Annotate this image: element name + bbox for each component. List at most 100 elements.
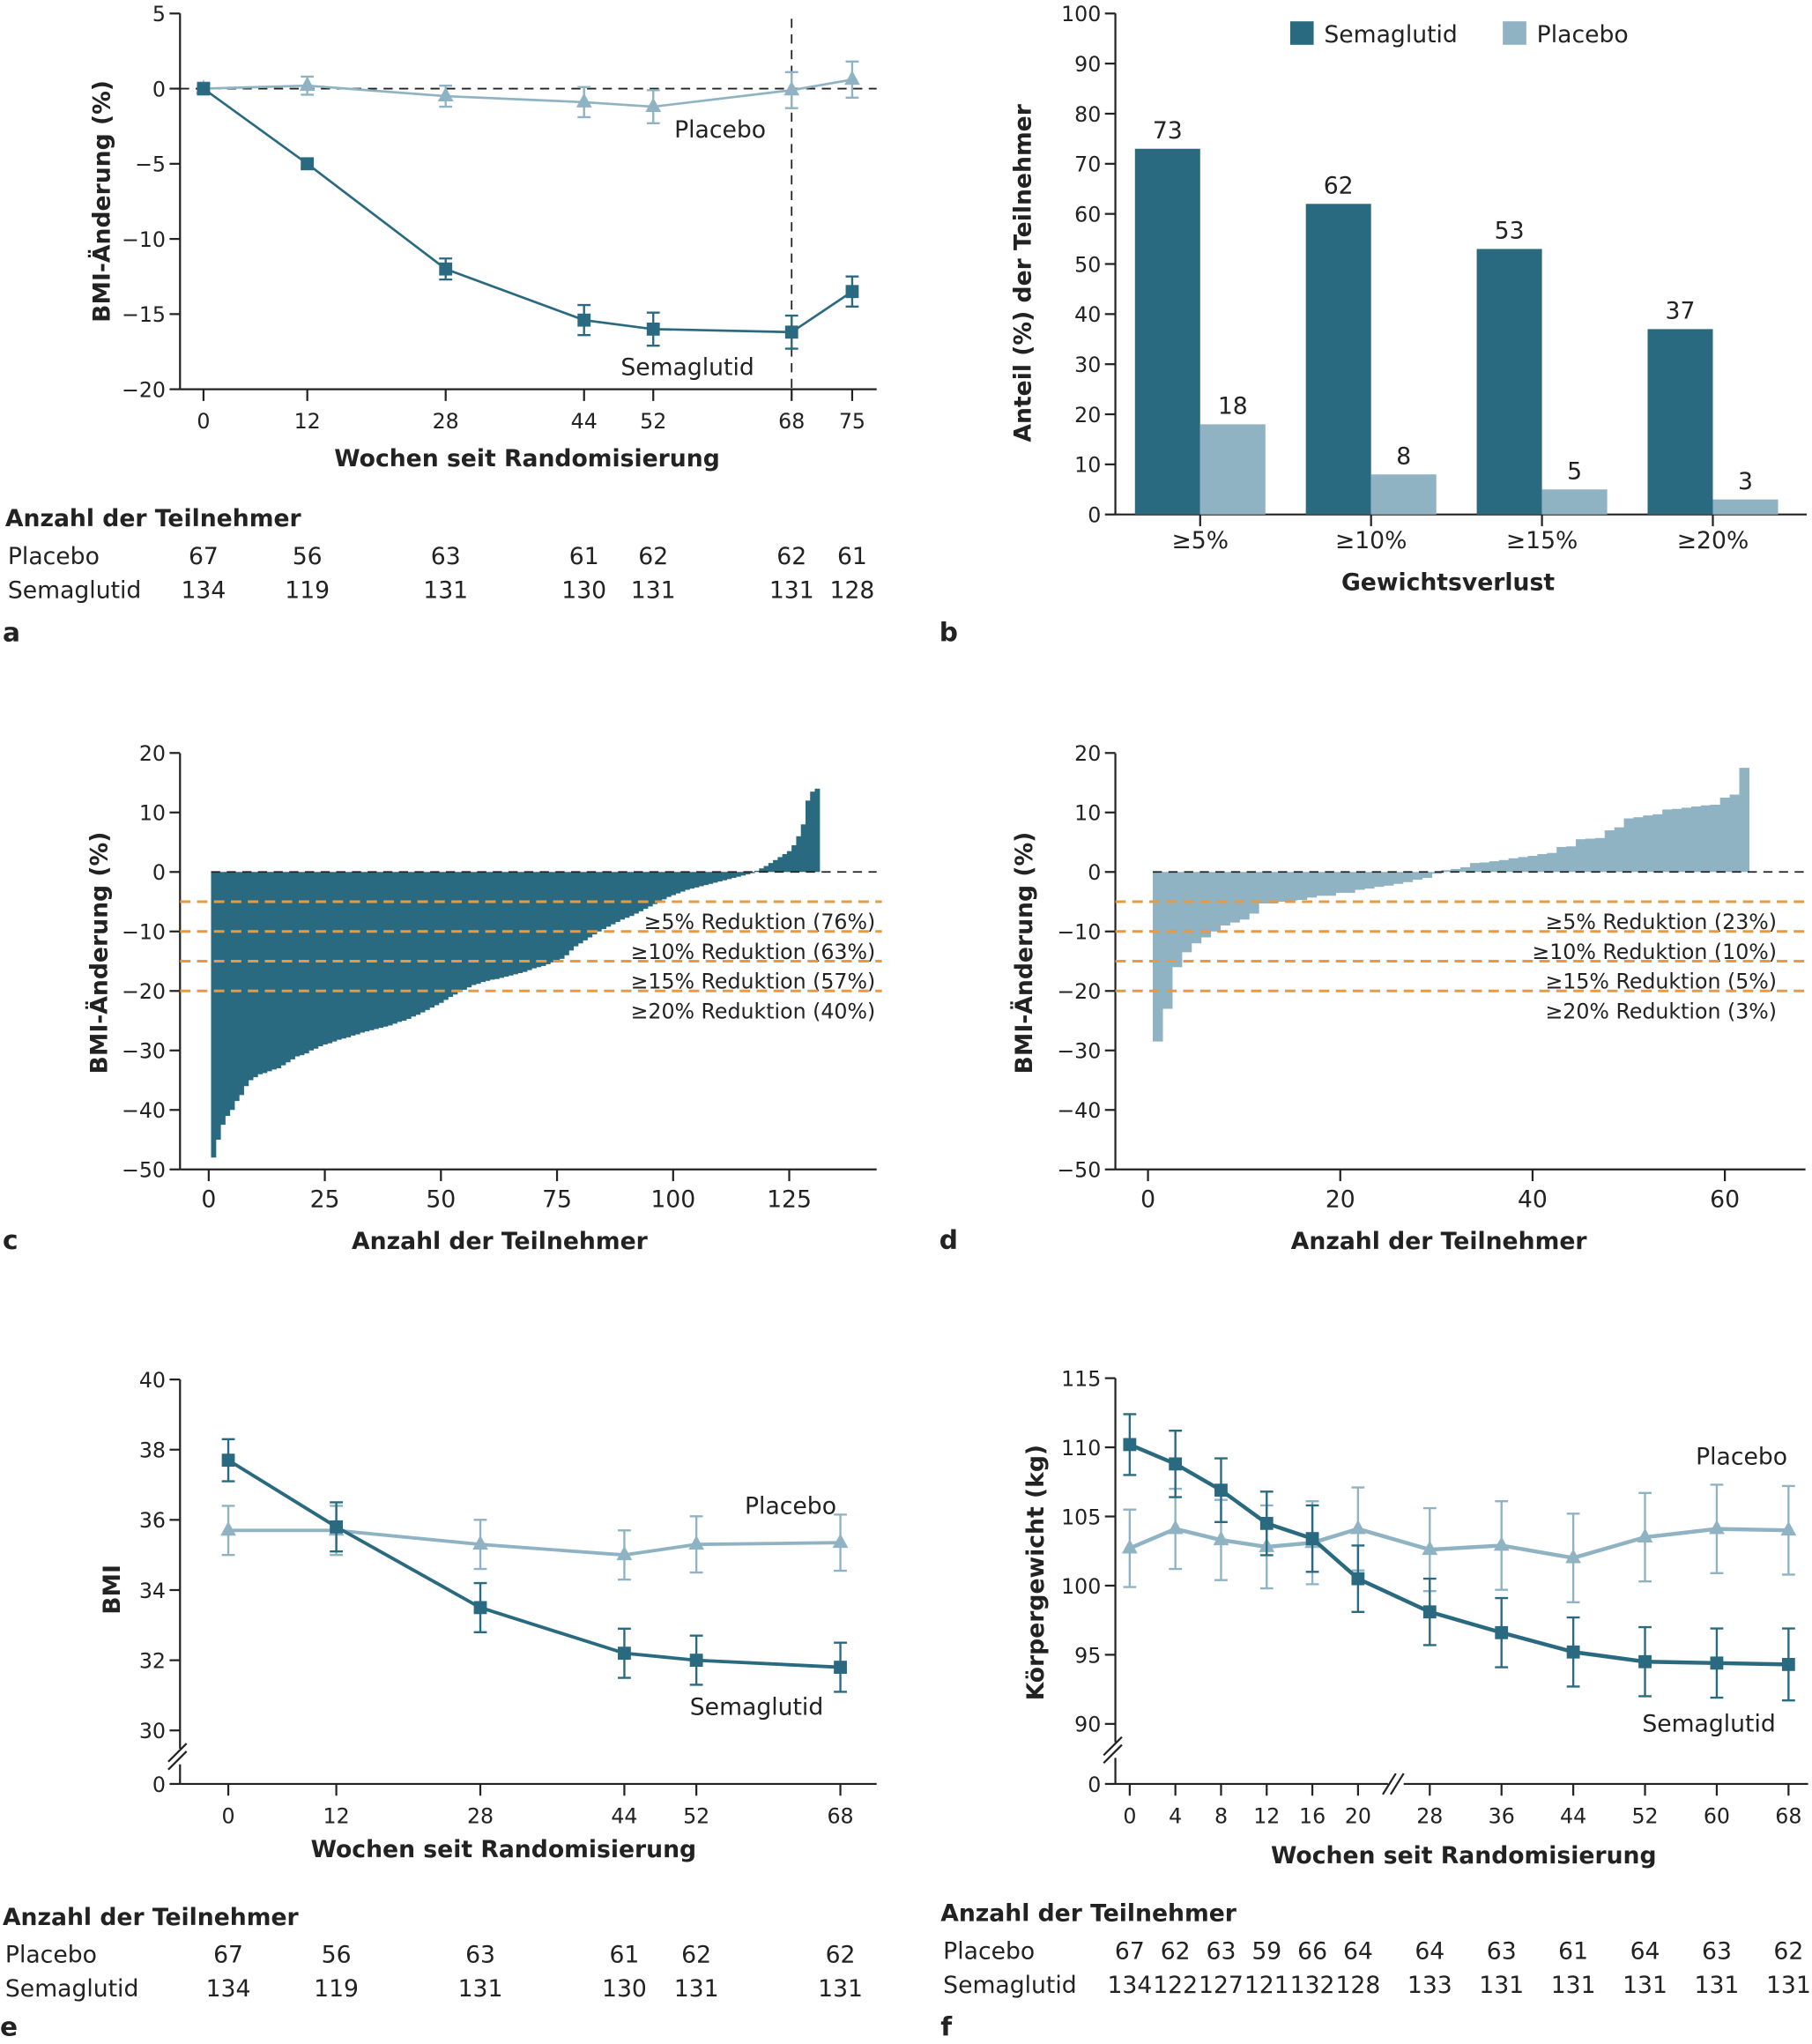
participants-count: 64 (1343, 1937, 1373, 1965)
participant-bar (429, 872, 434, 1008)
participant-bar (754, 870, 760, 873)
participants-count: 64 (1415, 1937, 1444, 1965)
participants-row-label: Placebo (5, 1942, 97, 1969)
participant-bar (1662, 809, 1673, 873)
participant-bar (354, 872, 360, 1035)
participant-bar (503, 872, 509, 977)
participant-bar (1537, 854, 1548, 873)
participant-bar (722, 872, 727, 881)
panel-letter-a: a (3, 617, 20, 647)
y-tick-label: 100 (1061, 2, 1101, 26)
participant-bar (1594, 837, 1606, 873)
participant-bar (717, 872, 723, 882)
participant-bar (1153, 872, 1163, 1042)
y-tick-label: −40 (122, 1098, 166, 1123)
bar-value-label: 3 (1738, 468, 1753, 495)
participant-bar (1460, 866, 1471, 873)
y-tick-label: 100 (1061, 1574, 1101, 1599)
x-tick-label: 44 (1560, 1803, 1586, 1828)
participants-count: 131 (1623, 1972, 1667, 1999)
participant-bar (731, 872, 737, 879)
x-tick-label: 25 (310, 1186, 340, 1214)
participant-bar (768, 863, 774, 873)
participants-count: 133 (1407, 1972, 1452, 1999)
data-point-triangle (472, 1535, 488, 1550)
participant-bar (665, 872, 672, 897)
participants-title: Anzahl der Teilnehmer (3, 1904, 300, 1931)
bar-value-label: 8 (1396, 442, 1411, 470)
participants-count: 132 (1290, 1972, 1335, 1999)
participant-bar (405, 872, 412, 1019)
participant-bar (331, 872, 338, 1042)
legend-swatch (1503, 21, 1526, 45)
participant-bar (1287, 872, 1298, 901)
participant-bar (1508, 858, 1519, 873)
participants-row-label: Placebo (943, 1937, 1035, 1965)
participant-bar (1220, 872, 1230, 926)
participant-bar (401, 872, 407, 1022)
participant-bar (1422, 872, 1432, 879)
participant-bar (1652, 814, 1663, 873)
participant-bar (624, 872, 630, 918)
participant-bar (628, 872, 635, 917)
data-point-triangle (1780, 1520, 1797, 1536)
participant-bar (1700, 805, 1712, 873)
participant-bar (471, 872, 477, 985)
participants-count: 131 (818, 1975, 863, 2003)
x-tick-label: 68 (1775, 1803, 1801, 1828)
participant-bar (341, 872, 346, 1039)
x-tick-label: 4 (1169, 1803, 1182, 1828)
participants-count: 131 (423, 576, 468, 604)
participant-bar (382, 872, 389, 1027)
data-point-square (618, 1646, 631, 1661)
participant-bar (661, 872, 667, 900)
x-tick-label: 0 (222, 1803, 235, 1828)
participant-bar (800, 824, 806, 873)
participants-count: 131 (1695, 1972, 1740, 1999)
data-point-triangle (645, 97, 662, 112)
data-point-square (301, 157, 315, 171)
x-axis-label: Wochen seit Randomisierung (334, 445, 720, 472)
y-tick-label: −50 (1057, 1158, 1101, 1183)
participant-bar (1412, 872, 1423, 881)
participant-bar (1239, 872, 1250, 920)
participant-bar (378, 872, 384, 1029)
x-tick-label: ≥5% (1172, 527, 1229, 554)
participant-bar (577, 872, 583, 944)
y-tick-label: −20 (1057, 979, 1101, 1004)
series-label: Placebo (745, 1493, 836, 1520)
participants-count: 61 (569, 543, 599, 570)
y-tick-label: 105 (1061, 1505, 1101, 1529)
participant-bar (583, 872, 588, 940)
x-tick-label: 44 (611, 1803, 637, 1828)
participant-bar (252, 872, 258, 1078)
participant-bar (1296, 872, 1308, 901)
y-tick-label: 0 (1088, 860, 1101, 885)
bar-semaglutid (1647, 329, 1713, 515)
x-tick-label: 60 (1704, 1803, 1730, 1828)
bar-placebo (1541, 489, 1608, 515)
participants-count: 62 (681, 1942, 711, 1969)
x-axis-label: Wochen seit Randomisierung (1271, 1842, 1657, 1869)
series-line (227, 1459, 841, 1669)
data-point-triangle (688, 1535, 705, 1550)
participant-bar (708, 872, 714, 884)
participant-bar (285, 872, 291, 1063)
x-tick-label: 8 (1214, 1803, 1228, 1828)
participant-bar (257, 872, 264, 1074)
participant-bar (1690, 806, 1702, 873)
data-point-triangle (1493, 1536, 1510, 1551)
participant-bar (327, 872, 333, 1044)
participants-count: 56 (293, 543, 323, 570)
participants-count: 62 (638, 543, 668, 570)
participant-bar (1498, 859, 1510, 873)
participants-count: 134 (181, 576, 226, 604)
participants-count: 134 (206, 1975, 251, 2003)
participant-bar (220, 872, 226, 1126)
participant-bar (499, 872, 505, 978)
participants-count: 62 (776, 543, 806, 570)
x-tick-label: 75 (839, 409, 865, 434)
data-point-square (439, 262, 453, 276)
series-placebo: Placebo (196, 60, 860, 144)
participants-count: 63 (465, 1942, 495, 1969)
